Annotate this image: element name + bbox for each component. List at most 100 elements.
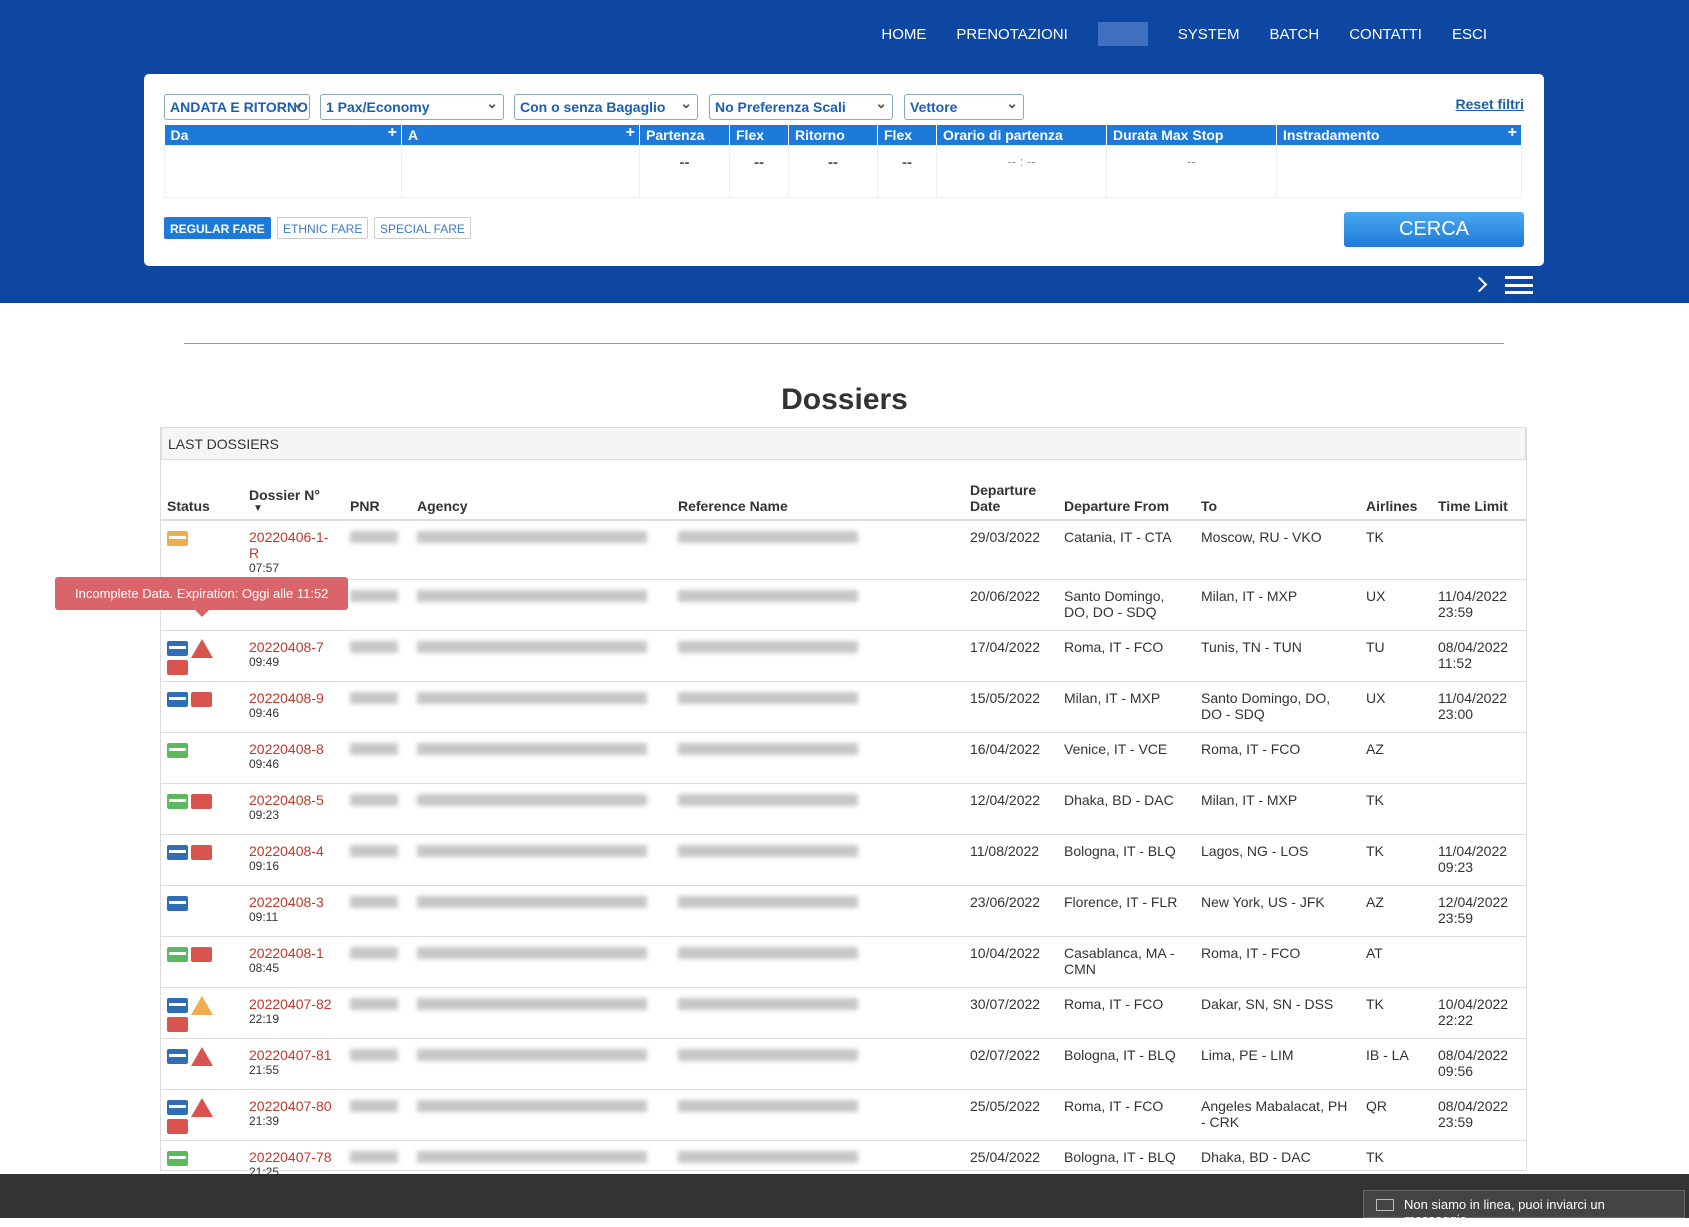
dossier-cell: 20220407-80 21:39 xyxy=(243,1089,344,1141)
dossier-number[interactable]: 20220408-1 xyxy=(249,945,324,961)
dossier-row: 20220408-8 09:46 16/04/2022 Venice, IT - VC… xyxy=(161,732,1526,784)
select[interactable]: Con o senza Bagaglio xyxy=(514,94,698,120)
blurred-cell xyxy=(344,732,411,784)
header-text: Airlines xyxy=(1366,498,1418,514)
dossier-row: 20220407-82 22:19 30/07/2022 Roma, IT - FCO… xyxy=(161,987,1526,1039)
nav-item[interactable]: PRENOTAZIONI xyxy=(956,25,1068,43)
tooltip: Incomplete Data. Expiration: Oggi alle 1… xyxy=(55,577,349,617)
date-cell: 23/06/2022 xyxy=(964,885,1058,937)
dossier-cell: 20220408-8 09:46 xyxy=(243,732,344,784)
dossier-time: 09:46 xyxy=(249,757,280,771)
column-input[interactable]: -- xyxy=(1106,145,1277,198)
add-icon[interactable]: + xyxy=(387,124,397,141)
column-input[interactable]: -- : -- xyxy=(936,145,1107,198)
select[interactable]: 1 Pax/Economy xyxy=(320,94,504,120)
from-cell: Dhaka, BD - DAC xyxy=(1058,783,1195,835)
limit-cell xyxy=(1432,732,1526,784)
header-text: Reference Name xyxy=(678,498,788,514)
card-icon xyxy=(167,641,188,656)
blurred-text xyxy=(678,1151,858,1163)
chat-widget[interactable]: Non siamo in linea, puoi inviarci un mes… xyxy=(1363,1190,1685,1227)
nav-item[interactable]: SYSTEM xyxy=(1177,25,1240,43)
blurred-cell xyxy=(672,630,964,682)
date-cell: 29/03/2022 xyxy=(964,520,1058,580)
select[interactable]: ANDATA E RITORNO xyxy=(164,94,310,120)
card-icon xyxy=(167,531,188,546)
dossier-number[interactable]: 20220406-1-R xyxy=(249,529,329,561)
dossier-number[interactable]: 20220407-81 xyxy=(249,1047,332,1063)
dossier-cell: 20220408-5 09:23 xyxy=(243,783,344,835)
blurred-cell xyxy=(344,885,411,937)
dossier-number[interactable]: 20220408-9 xyxy=(249,690,324,706)
column-header: Dossier N° ▼ xyxy=(243,460,344,521)
header-text: Departure From xyxy=(1064,498,1170,514)
blurred-text xyxy=(417,947,647,959)
dossier-number[interactable]: 20220408-4 xyxy=(249,843,324,859)
column-input[interactable]: -- xyxy=(877,145,937,198)
blurred-text xyxy=(350,743,398,755)
fare-button[interactable]: REGULAR FARE xyxy=(164,217,271,239)
blurred-cell xyxy=(672,936,964,988)
limit-cell: 08/04/2022 23:59 xyxy=(1432,1089,1526,1141)
nav-item[interactable]: BATCH xyxy=(1269,25,1320,43)
column-input[interactable] xyxy=(164,145,402,198)
dossier-number[interactable]: 20220407-78 xyxy=(249,1149,332,1165)
nav-item[interactable]: CONTATTI xyxy=(1349,25,1422,43)
blurred-text xyxy=(350,590,398,602)
dossier-number[interactable]: 20220408-3 xyxy=(249,894,324,910)
select[interactable]: No Preferenza Scali xyxy=(709,94,893,120)
search-button[interactable]: CERCA xyxy=(1344,212,1524,247)
blurred-cell xyxy=(344,1038,411,1090)
fare-button[interactable]: SPECIAL FARE xyxy=(374,217,471,239)
blurred-text xyxy=(678,998,858,1010)
blurred-cell xyxy=(344,987,411,1039)
nav-item[interactable]: HOME xyxy=(881,25,927,43)
status-cell xyxy=(161,1038,243,1090)
select[interactable]: Vettore xyxy=(904,94,1024,120)
date-cell: 25/04/2022 xyxy=(964,1140,1058,1192)
search-panel: ANDATA E RITORNO 1 Pax/Economy Con o senza… xyxy=(144,74,1544,266)
blurred-text xyxy=(417,641,647,653)
column-header: Flex xyxy=(877,125,937,146)
column-input[interactable] xyxy=(1276,145,1522,198)
dossier-time: 21:39 xyxy=(249,1114,280,1128)
from-cell: Santo Domingo, DO, DO - SDQ xyxy=(1058,579,1195,631)
input-row: -- -- -- -- -- : -- -- xyxy=(164,145,1522,198)
date-cell: 12/04/2022 xyxy=(964,783,1058,835)
reset-link[interactable]: Reset filtri xyxy=(1455,96,1524,112)
blurred-cell xyxy=(344,681,411,733)
column-input[interactable]: -- xyxy=(639,145,730,198)
from-cell: Roma, IT - FCO xyxy=(1058,987,1195,1039)
dossier-number[interactable]: 20220408-5 xyxy=(249,792,324,808)
dossier-number[interactable]: 20220407-80 xyxy=(249,1098,332,1114)
dossier-cell: 20220407-81 21:55 xyxy=(243,1038,344,1090)
card-icon xyxy=(167,998,188,1013)
blurred-text xyxy=(350,845,398,857)
card-icon xyxy=(167,1049,188,1064)
menu-icon[interactable] xyxy=(1505,276,1533,294)
airline-cell: QR xyxy=(1360,1089,1432,1141)
dossier-cell: 20220408-1 08:45 xyxy=(243,936,344,988)
blurred-cell xyxy=(411,579,672,631)
column-input[interactable] xyxy=(401,145,640,198)
card-icon xyxy=(167,845,188,860)
panel-title: LAST DOSSIERS xyxy=(161,427,1526,460)
fare-button[interactable]: ETHNIC FARE xyxy=(277,217,369,239)
header-text: Status xyxy=(167,498,210,514)
dossier-number[interactable]: 20220408-7 xyxy=(249,639,324,655)
from-cell: Bologna, IT - BLQ xyxy=(1058,834,1195,886)
dossier-number[interactable]: 20220408-8 xyxy=(249,741,324,757)
blurred-text xyxy=(350,896,398,908)
column-input[interactable]: -- xyxy=(729,145,789,198)
language-flag[interactable] xyxy=(1517,27,1539,42)
warning-icon xyxy=(191,996,213,1015)
nav-item[interactable]: ESCI xyxy=(1451,25,1487,43)
sort-icon[interactable]: ▼ xyxy=(253,503,263,514)
dossier-number[interactable]: 20220407-82 xyxy=(249,996,332,1012)
next-icon[interactable] xyxy=(1471,276,1488,293)
from-cell: Venice, IT - VCE xyxy=(1058,732,1195,784)
add-icon[interactable]: + xyxy=(625,124,635,141)
add-icon[interactable]: + xyxy=(1507,124,1517,141)
column-input[interactable]: -- xyxy=(788,145,878,198)
from-cell: Casablanca, MA - CMN xyxy=(1058,936,1195,988)
